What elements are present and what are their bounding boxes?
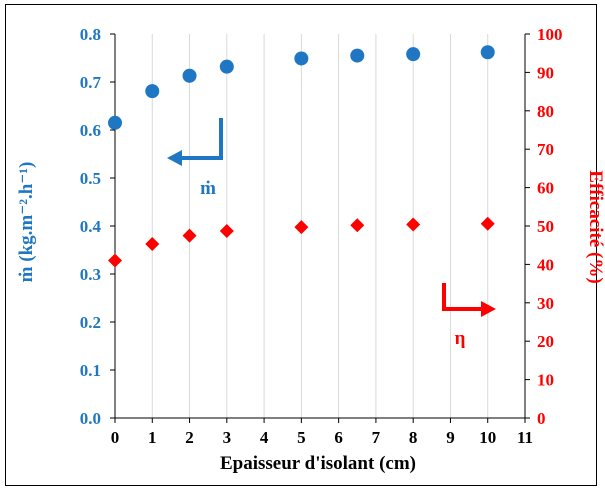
mdot-point xyxy=(480,45,495,60)
mdot-point xyxy=(294,51,309,66)
mdot-point xyxy=(182,68,197,83)
x-tick-label: 9 xyxy=(446,428,455,447)
mdot-point xyxy=(145,84,160,99)
mdot-point xyxy=(108,115,122,130)
axes xyxy=(110,33,530,423)
eta-arrowhead xyxy=(481,301,496,317)
x-tick-label: 7 xyxy=(372,428,381,447)
y-right-tick-label: 40 xyxy=(537,255,554,274)
eta-arrow xyxy=(442,283,482,311)
eta-point xyxy=(480,216,495,231)
x-tick-label: 2 xyxy=(185,428,194,447)
x-tick-label: 0 xyxy=(111,428,120,447)
eta-annotation-label: η xyxy=(455,328,466,349)
y-axis-right-label: Efficacité (%) xyxy=(585,170,605,283)
y-left-tick-label: 0.5 xyxy=(80,169,101,188)
y-right-tick-label: 10 xyxy=(537,371,554,390)
y-right-tick-label: 60 xyxy=(537,179,554,198)
gridlines xyxy=(151,34,526,418)
mdot-point xyxy=(219,59,234,74)
mdot-arrow xyxy=(180,118,223,160)
tick-labels: 0 1 2 3 4 5 6 7 8 9 10 11 0.0 0.1 0.2 0.3 0.4 0.5 0.6 0.7 0.… xyxy=(80,25,563,447)
y-right-tick-label: 30 xyxy=(537,294,554,313)
eta-point xyxy=(294,220,309,235)
mdot-annotation-label: ṁ xyxy=(200,178,216,199)
y-left-tick-label: 0.8 xyxy=(80,25,101,44)
x-tick-label: 11 xyxy=(517,428,533,447)
eta-point xyxy=(145,237,160,252)
mdot-arrowhead xyxy=(167,150,182,166)
x-tick-label: 5 xyxy=(297,428,306,447)
eta-point xyxy=(182,228,197,243)
y-left-tick-label: 0.7 xyxy=(80,73,102,92)
y-left-tick-label: 0.1 xyxy=(80,361,101,380)
y-left-tick-label: 0.3 xyxy=(80,265,101,284)
y-right-tick-label: 20 xyxy=(537,332,554,351)
x-tick-label: 6 xyxy=(334,428,343,447)
y-right-tick-label: 0 xyxy=(537,409,546,428)
y-right-tick-label: 50 xyxy=(537,217,554,236)
y-left-tick-label: 0.6 xyxy=(80,121,101,140)
x-axis-label: Epaisseur d'isolant (cm) xyxy=(220,453,416,474)
y-right-tick-label: 80 xyxy=(537,102,554,121)
mdot-point xyxy=(350,48,365,63)
x-tick-label: 1 xyxy=(148,428,157,447)
eta-point xyxy=(108,253,122,268)
annotations: ṁη xyxy=(167,118,496,349)
eta-point xyxy=(406,217,421,232)
x-tick-label: 10 xyxy=(479,428,496,447)
y-right-tick-label: 90 xyxy=(537,63,554,82)
mdot-point xyxy=(406,47,421,62)
eta-point xyxy=(350,218,365,233)
y-right-tick-label: 70 xyxy=(537,140,554,159)
data-marks xyxy=(108,45,495,268)
x-tick-label: 3 xyxy=(223,428,232,447)
eta-point xyxy=(219,223,234,238)
chart-frame xyxy=(5,4,597,486)
x-tick-label: 8 xyxy=(409,428,418,447)
y-left-tick-label: 0.2 xyxy=(80,313,101,332)
y-axis-left-label: ṁ (kg.m⁻².h⁻¹) xyxy=(16,162,37,283)
y-right-tick-label: 100 xyxy=(537,25,563,44)
y-left-tick-label: 0.0 xyxy=(80,409,101,428)
y-left-tick-label: 0.4 xyxy=(80,217,102,236)
x-tick-label: 4 xyxy=(260,428,269,447)
